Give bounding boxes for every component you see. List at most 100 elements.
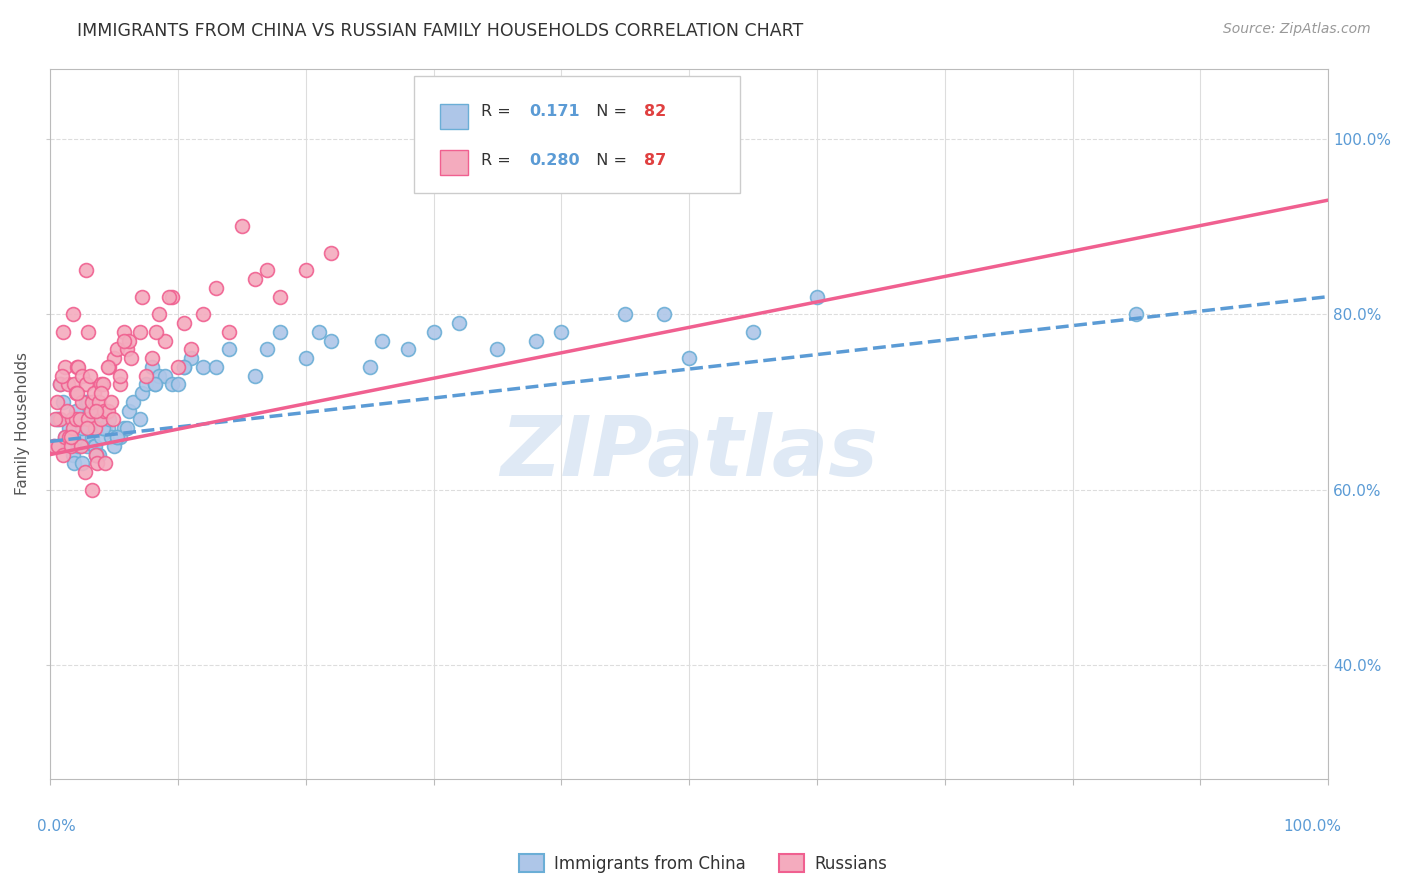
Point <box>97 359 120 374</box>
Point <box>231 219 253 234</box>
Point <box>1125 307 1147 321</box>
Point <box>62 448 84 462</box>
Point <box>110 368 132 383</box>
Point <box>84 448 107 462</box>
Point <box>153 368 176 383</box>
Point <box>396 343 419 357</box>
Point <box>122 395 145 409</box>
Point <box>105 430 128 444</box>
Point <box>77 412 100 426</box>
Point <box>141 359 163 374</box>
Point <box>167 359 190 374</box>
Point <box>79 368 101 383</box>
Point <box>45 412 67 426</box>
Text: N =: N = <box>586 153 631 168</box>
Point <box>100 430 122 444</box>
Point <box>103 439 125 453</box>
Point <box>86 448 108 462</box>
Point <box>87 448 110 462</box>
Point <box>90 377 112 392</box>
Y-axis label: Family Households: Family Households <box>15 352 30 495</box>
Point <box>115 343 138 357</box>
Point <box>652 307 675 321</box>
Text: R =: R = <box>481 104 516 120</box>
Point <box>678 351 700 365</box>
Point <box>97 421 120 435</box>
Point <box>371 334 394 348</box>
Point <box>93 412 115 426</box>
Point <box>118 403 141 417</box>
Point <box>76 421 98 435</box>
Point <box>55 430 77 444</box>
Point <box>55 430 77 444</box>
Text: 100.0%: 100.0% <box>1282 819 1341 834</box>
Point <box>112 334 135 348</box>
Text: 82: 82 <box>644 104 666 120</box>
Point <box>82 430 104 444</box>
Point <box>80 403 103 417</box>
Point <box>550 325 572 339</box>
Point <box>66 386 89 401</box>
Point <box>160 290 183 304</box>
Point <box>97 403 120 417</box>
Point <box>67 359 90 374</box>
Point <box>65 412 87 426</box>
Point <box>321 334 343 348</box>
Point <box>90 386 112 401</box>
Point <box>58 421 80 435</box>
Point <box>84 403 107 417</box>
FancyBboxPatch shape <box>415 76 740 193</box>
Point <box>70 395 93 409</box>
Point <box>86 456 108 470</box>
Point <box>112 325 135 339</box>
Point <box>63 377 86 392</box>
Point <box>90 412 112 426</box>
Point <box>45 395 67 409</box>
Point <box>58 430 80 444</box>
Point <box>131 290 153 304</box>
Point <box>80 403 103 417</box>
Point <box>91 377 114 392</box>
Point <box>49 412 72 426</box>
Point <box>173 316 195 330</box>
Point <box>82 395 104 409</box>
Point <box>193 359 215 374</box>
Point <box>49 377 72 392</box>
Point <box>63 456 86 470</box>
Point <box>193 307 215 321</box>
Point <box>524 334 547 348</box>
Point <box>94 456 117 470</box>
Point <box>59 430 82 444</box>
Point <box>97 359 120 374</box>
Point <box>65 403 87 417</box>
Point <box>84 448 107 462</box>
Point <box>83 439 105 453</box>
Point <box>105 343 128 357</box>
Point <box>243 368 266 383</box>
Point <box>55 359 77 374</box>
Point <box>75 377 97 392</box>
Point <box>359 359 381 374</box>
Point <box>148 307 170 321</box>
Point <box>46 412 69 426</box>
Point <box>103 351 125 365</box>
Point <box>205 281 228 295</box>
Point <box>173 359 195 374</box>
Point <box>52 325 75 339</box>
Point <box>58 439 80 453</box>
Point <box>256 263 278 277</box>
Point <box>167 377 190 392</box>
Text: 0.280: 0.280 <box>530 153 581 168</box>
Text: R =: R = <box>481 153 516 168</box>
Point <box>422 325 444 339</box>
Point <box>180 343 202 357</box>
Point <box>97 412 120 426</box>
Point <box>141 351 163 365</box>
Point <box>128 325 150 339</box>
Point <box>75 395 97 409</box>
Text: IMMIGRANTS FROM CHINA VS RUSSIAN FAMILY HOUSEHOLDS CORRELATION CHART: IMMIGRANTS FROM CHINA VS RUSSIAN FAMILY … <box>77 22 804 40</box>
Point <box>90 430 112 444</box>
Point <box>70 456 93 470</box>
Point <box>294 351 316 365</box>
Point <box>84 448 107 462</box>
